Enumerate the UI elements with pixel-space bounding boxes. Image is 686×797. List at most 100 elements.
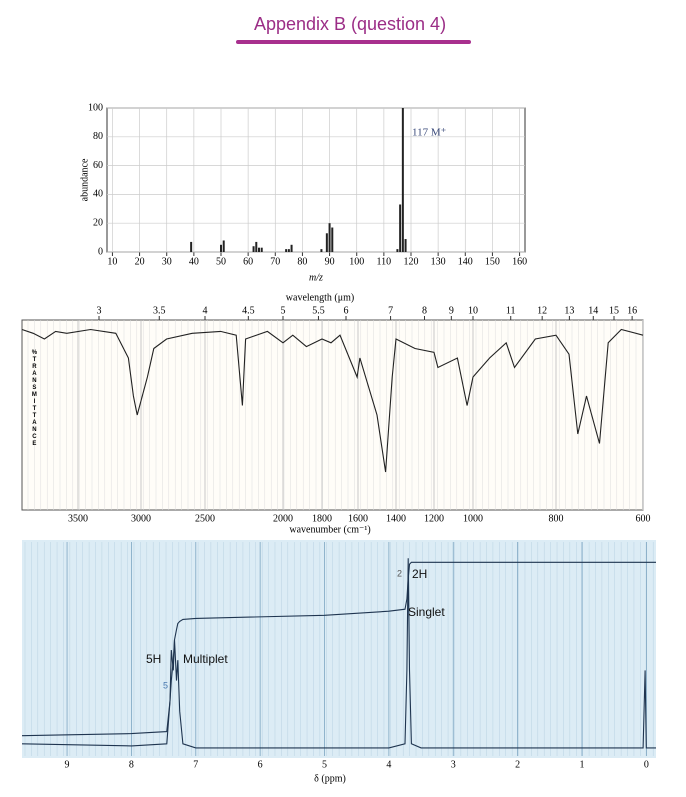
x-tick-label: 3000 bbox=[131, 513, 151, 524]
x-tick-label: 2500 bbox=[195, 513, 215, 524]
peak bbox=[252, 246, 255, 252]
x2-tick-label: 11 bbox=[506, 305, 516, 316]
annotation: Multiplet bbox=[183, 652, 228, 666]
x-tick-label: 1200 bbox=[424, 513, 444, 524]
x-tick-label: 1000 bbox=[463, 513, 483, 524]
x2-tick-label: 4 bbox=[203, 305, 208, 316]
nmr-trace bbox=[21, 558, 656, 749]
x2-tick-label: 12 bbox=[537, 305, 547, 316]
x2-tick-label: 4.5 bbox=[242, 305, 255, 316]
annotation: Singlet bbox=[408, 605, 445, 619]
x2-tick-label: 5.5 bbox=[312, 305, 325, 316]
peak bbox=[290, 244, 293, 252]
x2-tick-label: 3.5 bbox=[153, 305, 166, 316]
x-tick-label: 60 bbox=[243, 256, 253, 267]
peak bbox=[320, 249, 323, 252]
peak bbox=[190, 241, 193, 252]
x2-tick-label: 9 bbox=[449, 305, 454, 316]
panels: 10 20 30 40 50 60 70 80 90 100 110 120 130 140 150 1600… bbox=[21, 102, 656, 784]
y-tick-label: 20 bbox=[93, 217, 103, 228]
plot-frame bbox=[21, 319, 644, 511]
x-tick-label: 50 bbox=[216, 256, 226, 267]
y-tick-label: 80 bbox=[93, 131, 103, 142]
x-tick-label: 600 bbox=[636, 513, 651, 524]
integral-trace bbox=[21, 561, 656, 737]
peak bbox=[287, 249, 290, 252]
x-tick-label: 2 bbox=[515, 759, 520, 770]
annotation: 2 bbox=[397, 568, 402, 578]
x-tick-label: 800 bbox=[549, 513, 564, 524]
peak bbox=[325, 233, 328, 252]
x-tick-label: 110 bbox=[377, 256, 392, 267]
peak bbox=[399, 204, 402, 252]
x-tick-label: 1800 bbox=[312, 513, 332, 524]
y-axis-label: %TRANSMITTANCE bbox=[31, 350, 37, 448]
x-tick-label: 160 bbox=[512, 256, 527, 267]
x-axis-label: δ (ppm) bbox=[314, 773, 346, 784]
x-tick-label: 30 bbox=[162, 256, 172, 267]
x-axis-label: m/z bbox=[309, 272, 323, 283]
x-tick-label: 90 bbox=[325, 256, 335, 267]
x2-tick-label: 7 bbox=[388, 305, 393, 316]
peak bbox=[331, 227, 334, 252]
y-axis-label: abundance bbox=[79, 158, 90, 201]
annotation: 2H bbox=[412, 567, 427, 581]
x2-axis-label: wavelength (μm) bbox=[286, 292, 354, 303]
plot-frame bbox=[106, 107, 526, 253]
peak bbox=[285, 249, 288, 252]
y-tick-label: 100 bbox=[88, 102, 103, 113]
peak bbox=[258, 247, 260, 252]
x-tick-label: 40 bbox=[189, 256, 199, 267]
x-tick-label: 3 bbox=[451, 759, 456, 770]
x-tick-label: 2000 bbox=[273, 513, 293, 524]
x-tick-label: 0 bbox=[644, 759, 649, 770]
x-tick-label: 1600 bbox=[348, 513, 368, 524]
x-axis-label: wavenumber (cm⁻¹) bbox=[289, 524, 370, 535]
x2-tick-label: 10 bbox=[468, 305, 478, 316]
x-tick-label: 8 bbox=[129, 759, 134, 770]
x2-tick-label: 16 bbox=[627, 305, 637, 316]
x2-tick-label: 6 bbox=[344, 305, 349, 316]
x-tick-label: 70 bbox=[270, 256, 280, 267]
peak bbox=[220, 244, 222, 252]
x-tick-label: 130 bbox=[431, 256, 446, 267]
peak-annotation: 117 M⁺ bbox=[412, 127, 447, 139]
x2-tick-label: 13 bbox=[564, 305, 574, 316]
peak bbox=[328, 223, 331, 252]
title-underline bbox=[236, 40, 471, 44]
x-tick-label: 9 bbox=[65, 759, 70, 770]
x2-tick-label: 8 bbox=[422, 305, 427, 316]
y-tick-label: 0 bbox=[98, 246, 103, 257]
peak bbox=[396, 249, 399, 252]
x2-tick-label: 15 bbox=[609, 305, 619, 316]
x-tick-label: 1400 bbox=[386, 513, 406, 524]
x2-tick-label: 14 bbox=[588, 305, 598, 316]
x-tick-label: 140 bbox=[458, 256, 473, 267]
x-tick-label: 20 bbox=[135, 256, 145, 267]
x-tick-label: 120 bbox=[404, 256, 419, 267]
peak bbox=[255, 241, 258, 252]
x-tick-label: 80 bbox=[297, 256, 307, 267]
x2-tick-label: 3 bbox=[97, 305, 102, 316]
x-tick-label: 4 bbox=[386, 759, 391, 770]
peak bbox=[222, 240, 225, 252]
x-tick-label: 3500 bbox=[68, 513, 88, 524]
y-tick-label: 40 bbox=[93, 189, 103, 200]
x-tick-label: 100 bbox=[349, 256, 364, 267]
y-tick-label: 60 bbox=[93, 160, 103, 171]
x2-tick-label: 5 bbox=[281, 305, 286, 316]
annotation: 5 bbox=[163, 680, 168, 690]
peak bbox=[401, 108, 404, 252]
x-tick-label: 150 bbox=[485, 256, 500, 267]
page-title: Appendix B (question 4) bbox=[254, 14, 446, 34]
x-tick-label: 5 bbox=[322, 759, 327, 770]
x-tick-label: 1 bbox=[579, 759, 584, 770]
x-tick-label: 7 bbox=[193, 759, 198, 770]
x-tick-label: 10 bbox=[107, 256, 117, 267]
peak bbox=[260, 247, 263, 252]
peak bbox=[404, 239, 407, 252]
x-tick-label: 6 bbox=[258, 759, 263, 770]
annotation: 5H bbox=[146, 652, 161, 666]
ir-trace bbox=[21, 328, 644, 473]
